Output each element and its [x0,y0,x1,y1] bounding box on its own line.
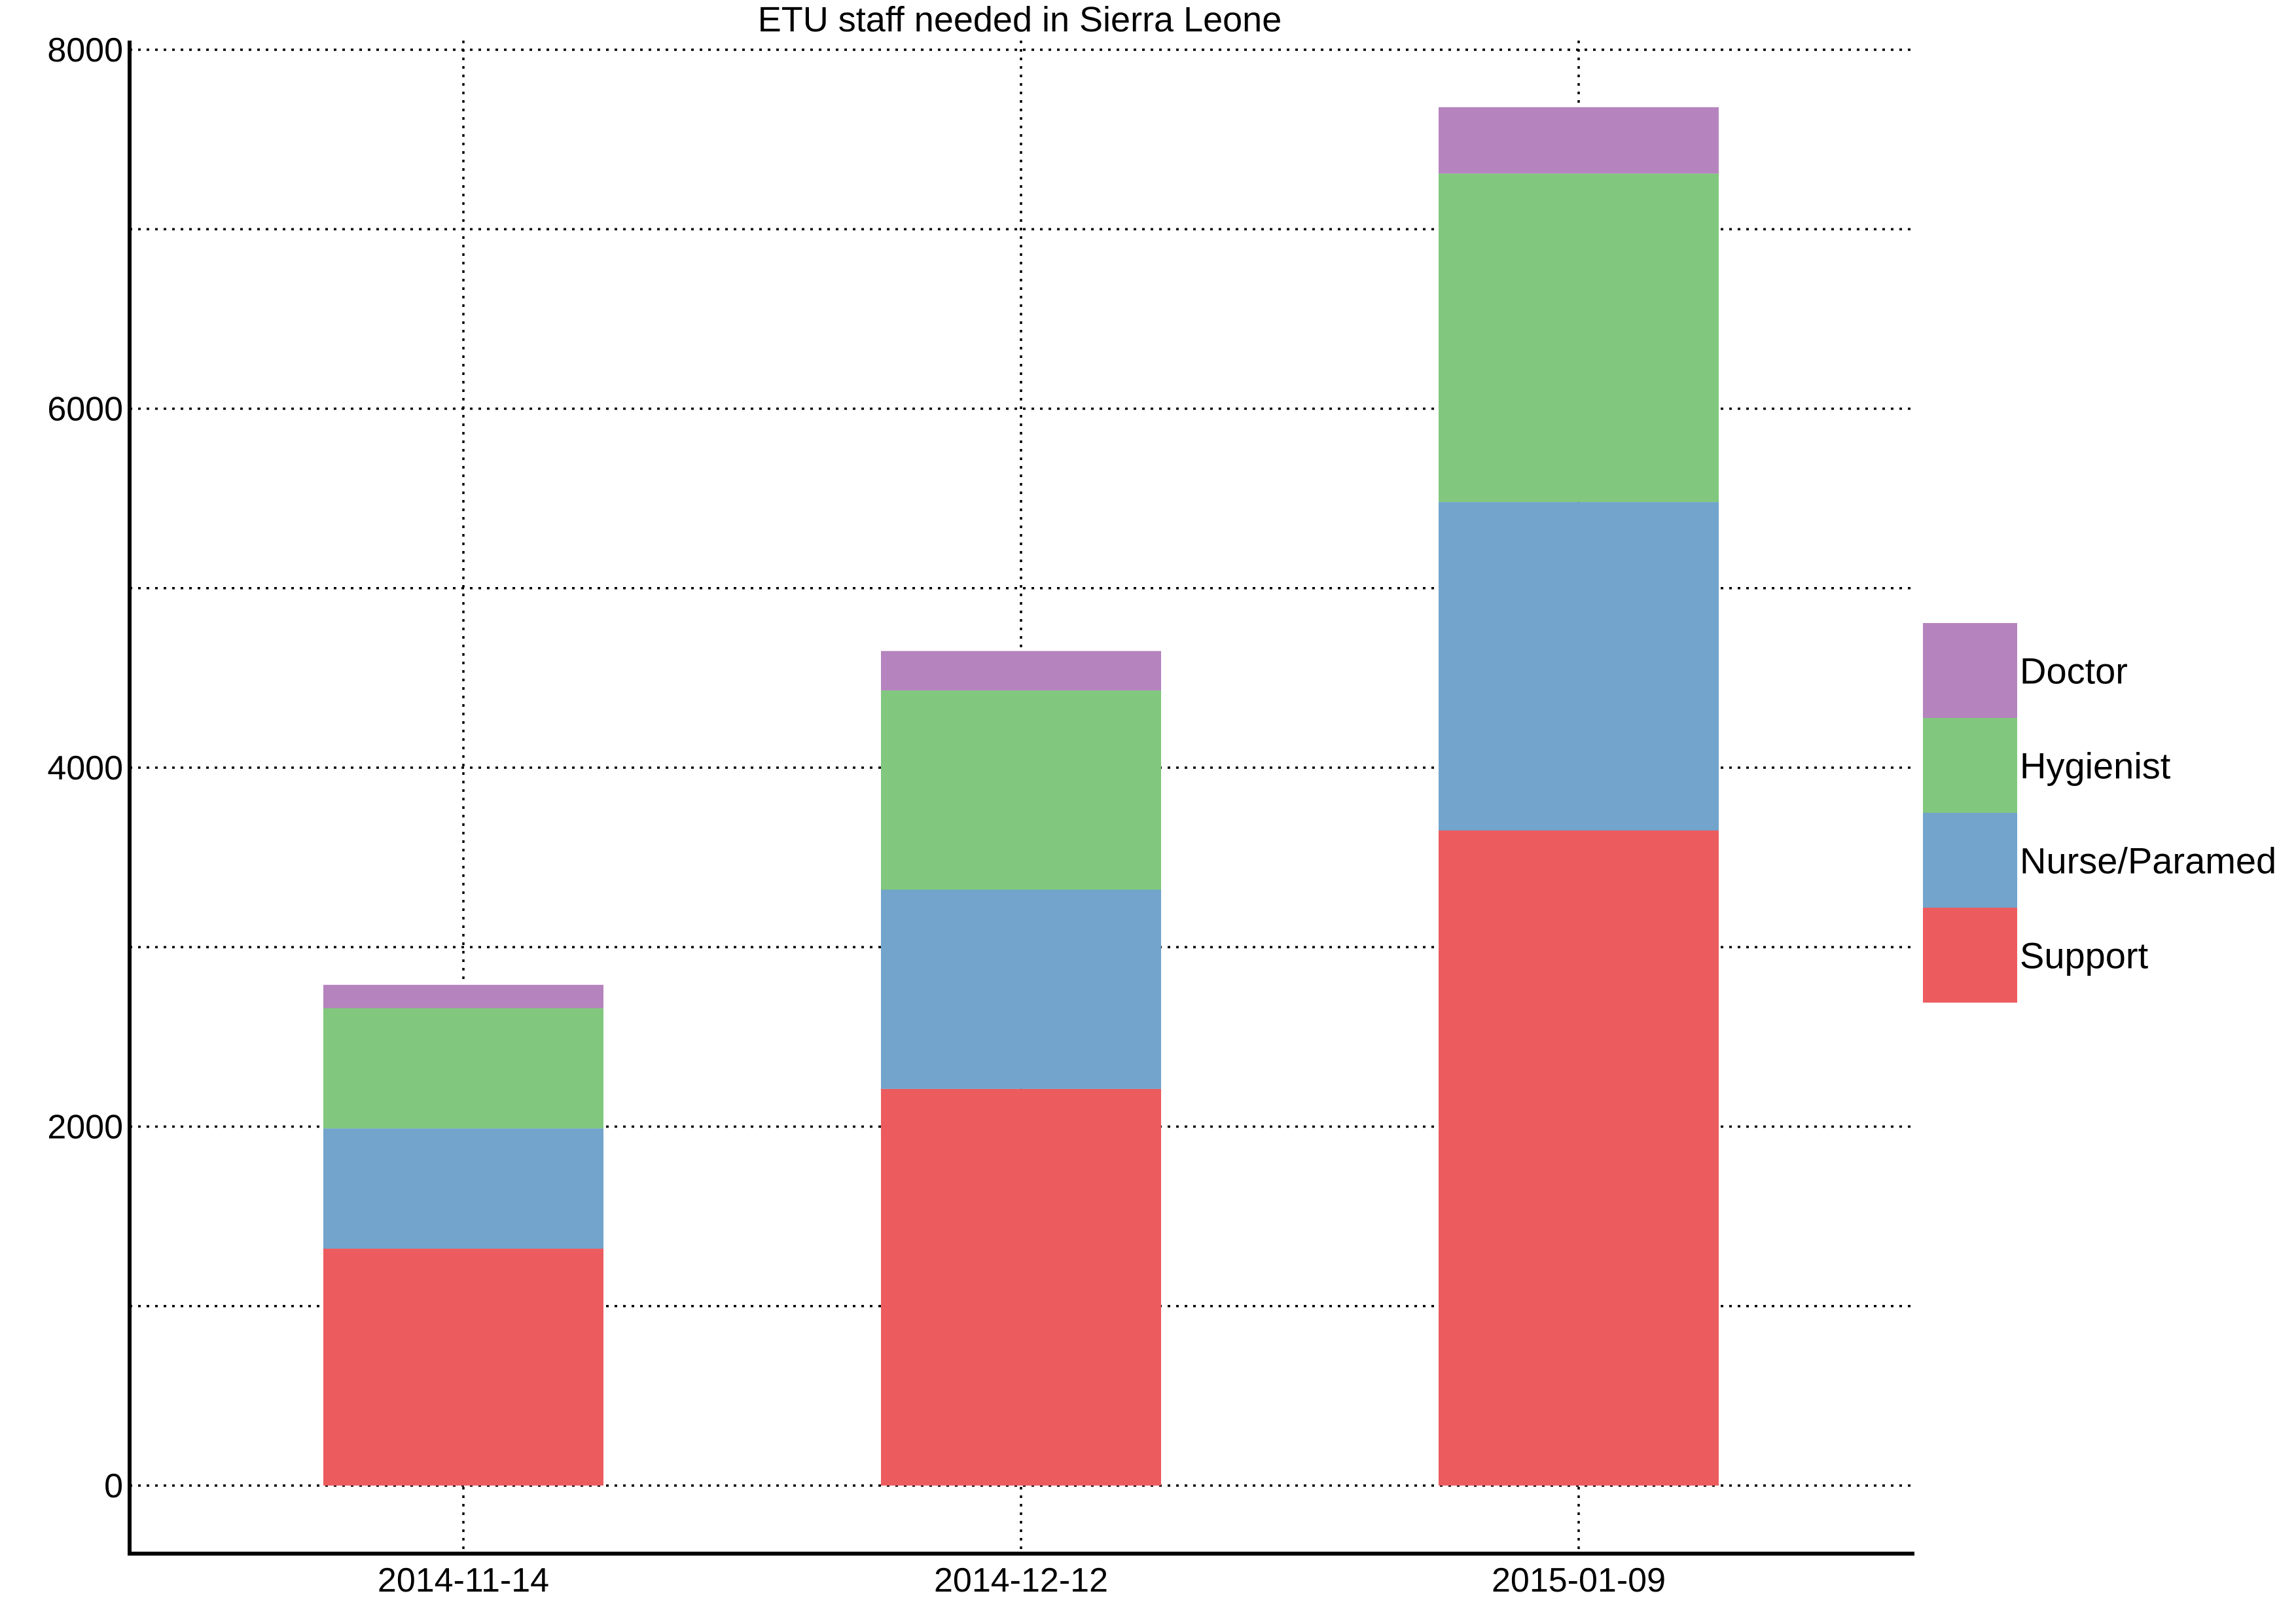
bars [323,107,1719,1486]
legend-swatch-hygienist [1923,718,2017,813]
legend-swatch-nurse-paramed [1923,813,2017,908]
bar-segment-doctor-2015-01-09 [1439,107,1719,174]
y-tick-label: 8000 [47,31,123,69]
x-tick-labels: 2014-11-14 2014-12-12 2015-01-09 [378,1561,1666,1599]
x-tick-label: 2014-12-12 [934,1561,1108,1599]
y-tick-label: 4000 [47,749,123,787]
bar-segment-hygienist-2014-11-14 [323,1008,603,1129]
legend-swatch-support [1923,908,2017,1003]
bar-segment-doctor-2014-11-14 [323,984,603,1008]
legend-label: Doctor [2020,651,2128,692]
bar-segment-hygienist-2014-12-12 [881,690,1161,890]
bar-segment-hygienist-2015-01-09 [1439,173,1719,503]
x-tick-label: 2015-01-09 [1492,1561,1666,1599]
chart-title: ETU staff needed in Sierra Leone [758,0,1282,39]
bar-segment-support-2014-12-12 [881,1088,1161,1486]
bar-segment-nurse-paramed-2014-11-14 [323,1128,603,1249]
y-tick-label: 6000 [47,391,123,429]
legend-label: Support [2020,935,2149,976]
legend-label: Nurse/Paramed [2020,840,2276,882]
legend: Doctor Hygienist Nurse/Paramed Support [1923,623,2276,1003]
y-tick-label: 2000 [47,1109,123,1147]
legend-swatch-doctor [1923,623,2017,718]
axes [128,41,1914,1556]
bar-segment-nurse-paramed-2015-01-09 [1439,502,1719,830]
bar-segment-doctor-2014-12-12 [881,651,1161,691]
legend-label: Hygienist [2020,745,2171,787]
bar-segment-support-2015-01-09 [1439,830,1719,1486]
bar-segment-nurse-paramed-2014-12-12 [881,889,1161,1089]
y-tick-label: 0 [104,1467,123,1505]
x-tick-label: 2014-11-14 [378,1561,549,1599]
bar-segment-support-2014-11-14 [323,1248,603,1486]
y-tick-labels: 0 2000 4000 6000 8000 [47,31,123,1505]
